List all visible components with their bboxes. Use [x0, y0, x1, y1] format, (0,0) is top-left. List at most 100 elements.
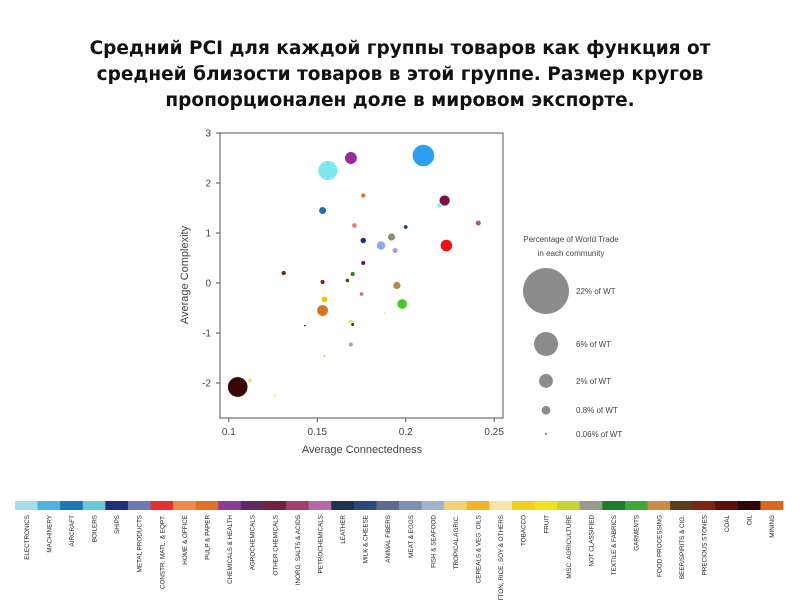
- category-label: CHEMICALS & HEALTH: [227, 515, 234, 584]
- category-swatch: [15, 501, 38, 510]
- category-label: LEATHER: [340, 515, 347, 544]
- category-label: FOOD PROCESSING: [656, 515, 663, 577]
- category-label: BOILERS: [92, 515, 99, 542]
- category-label: MACHINERY: [46, 514, 53, 552]
- bubble: [227, 376, 249, 398]
- plot-frame: [219, 132, 504, 419]
- category-label: MISC. AGRICULTURE: [566, 515, 573, 579]
- category-label: CEREALS & VEG. OILS: [476, 515, 483, 583]
- category-swatch: [127, 501, 151, 510]
- title-line-3: пропорционален доле в мировом экспорте.: [165, 90, 635, 111]
- category-swatch: [466, 501, 490, 510]
- bubble: [344, 151, 358, 165]
- bubble: [392, 281, 402, 290]
- legend-bubble: [539, 373, 553, 388]
- category-label: COAL: [724, 515, 731, 533]
- category-swatch: [105, 501, 129, 510]
- bubble: [436, 202, 442, 209]
- category-swatch: [82, 501, 106, 510]
- category-label: MILK & CHEESE: [363, 515, 370, 563]
- category-swatch: [511, 501, 535, 510]
- bubble: [403, 224, 409, 230]
- bubble: [376, 240, 386, 251]
- category-label: CONSTR. MATL. & EQPT.: [159, 515, 166, 589]
- category-label: ELECTRONICS: [24, 515, 31, 560]
- bubble: [318, 206, 327, 215]
- category-swatch: [534, 501, 558, 510]
- category-label: AIRCRAFT: [69, 515, 76, 547]
- category-swatch: [60, 501, 84, 510]
- category-swatch: [760, 501, 784, 510]
- category-swatch: [670, 501, 694, 510]
- bubble: [359, 237, 367, 244]
- bubble: [303, 324, 307, 327]
- category-label: GARMENTS: [634, 515, 641, 551]
- bubble: [272, 393, 278, 398]
- legend-label: 22% of WT: [576, 287, 616, 296]
- category-swatch: [624, 501, 648, 510]
- legend-label: 6% of WT: [576, 340, 611, 349]
- bubble: [360, 260, 366, 266]
- category-label: FRUIT: [543, 515, 550, 534]
- size-legend: Percentage of World Trade in each commun…: [523, 235, 622, 439]
- legend-title-line-2: in each community: [538, 249, 605, 258]
- category-swatch: [557, 501, 581, 510]
- category-label: MEAT & EGGS: [408, 515, 415, 558]
- category-swatch: [150, 501, 174, 510]
- bubble: [316, 304, 329, 317]
- category-label: OIL: [747, 515, 754, 526]
- category-swatch: [489, 501, 513, 510]
- bubble: [280, 270, 287, 276]
- x-tick-label: 0.15: [308, 427, 328, 438]
- bubble-series: [227, 144, 482, 398]
- legend-title-line-1: Percentage of World Trade: [523, 235, 619, 244]
- slide-title: Средний PCI для каждой группы товаров ка…: [40, 36, 760, 114]
- category-swatch: [602, 501, 626, 510]
- bubble: [412, 144, 435, 167]
- legend-items: 22% of WT 6% of WT 2% of WT 0.8% of WT 0.06%…: [523, 268, 622, 439]
- category-label: PETROCHEMICALS: [317, 515, 324, 573]
- category-swatch: [737, 501, 761, 510]
- category-swatch: [421, 501, 445, 510]
- category-label: COTTON, RICE, SOY & OTHERS: [498, 515, 505, 600]
- legend-label: 0.8% of WT: [576, 406, 618, 415]
- category-label: PULP & PAPER: [205, 515, 212, 560]
- category-swatch: [263, 501, 287, 510]
- category-label: FISH & SEAFOOD: [430, 515, 437, 568]
- bubble: [391, 247, 399, 254]
- bubble: [396, 298, 408, 310]
- category-swatch: [173, 501, 197, 510]
- category-label: ANIMAL FIBERS: [385, 515, 392, 563]
- legend-bubble: [533, 331, 559, 356]
- category-label: METAL PRODUCTS: [137, 515, 144, 572]
- category-swatch: [692, 501, 716, 510]
- category-label: MINING: [769, 515, 776, 538]
- category-swatch: [331, 501, 355, 510]
- x-tick-label: 0.2: [399, 427, 413, 438]
- bubble: [348, 341, 354, 348]
- category-label: BEER/SPIRITS & CIG.: [679, 515, 686, 579]
- y-tick-label: -1: [202, 329, 211, 340]
- legend-bubble: [541, 405, 551, 415]
- bubble: [350, 322, 355, 327]
- bubble: [322, 354, 327, 358]
- legend-bubble: [544, 432, 548, 435]
- category-label: AGROCHEMICALS: [250, 515, 257, 570]
- title-line-2: средней близости товаров в этой группе. …: [96, 64, 704, 85]
- y-tick-label: 1: [205, 229, 211, 240]
- chart-axes: 0.1 0.15 0.2 0.25 3 2 1 0 -1 -2: [202, 129, 504, 439]
- category-label: NOT CLASSIFIED: [589, 515, 596, 567]
- category-swatch: [195, 501, 219, 510]
- bubble: [349, 271, 356, 277]
- bubble: [321, 296, 328, 303]
- category-label: HOME & OFFICE: [182, 515, 189, 565]
- bubble: [387, 232, 396, 242]
- x-axis-label: Average Connectedness: [302, 444, 423, 456]
- bubble: [319, 279, 326, 285]
- category-swatch: [308, 501, 332, 510]
- y-tick-label: -2: [202, 379, 211, 390]
- bubble: [440, 239, 453, 252]
- bubble: [345, 278, 350, 283]
